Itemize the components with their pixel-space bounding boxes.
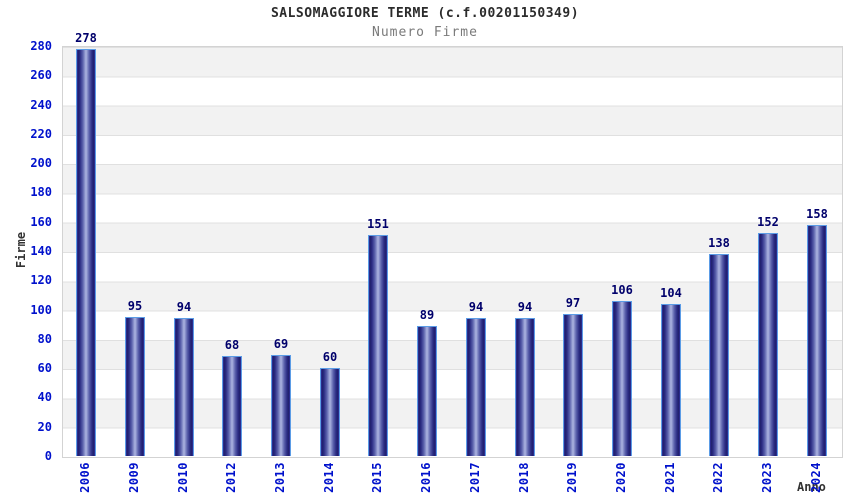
- y-tick-label: 280: [30, 39, 52, 53]
- y-tick-label: 140: [30, 244, 52, 258]
- bar: [515, 318, 535, 456]
- x-tick-label: 2010: [176, 462, 190, 493]
- x-tick-label: 2009: [127, 462, 141, 493]
- y-tick-label: 200: [30, 156, 52, 171]
- y-tick-label: 180: [30, 185, 52, 200]
- x-tick-label: 2024: [809, 462, 823, 493]
- bar: [417, 326, 437, 456]
- chart-title: SALSOMAGGIORE TERME (c.f.00201150349): [270, 6, 580, 21]
- bar-value-label: 97: [565, 296, 581, 310]
- bar: [320, 368, 340, 456]
- bar: [612, 301, 632, 456]
- bar-value-label: 151: [367, 217, 389, 231]
- bar: [125, 317, 145, 456]
- bar: [271, 355, 291, 456]
- y-tick-label: 220: [30, 126, 52, 141]
- x-tick-label: 2019: [565, 462, 579, 493]
- x-tick-label: 2012: [224, 462, 238, 493]
- y-tick-label: 120: [30, 273, 52, 288]
- y-tick-label: 80: [37, 331, 52, 346]
- bar-value-label: 94: [468, 300, 484, 314]
- bar: [174, 318, 194, 456]
- bar: [661, 304, 681, 456]
- y-tick-label: 0: [44, 449, 52, 463]
- chart-subtitle: Numero Firme: [372, 25, 478, 40]
- bar: [368, 235, 388, 456]
- bar-value-label: 89: [419, 308, 435, 322]
- x-tick-label: 2013: [273, 462, 287, 493]
- y-tick-label: 260: [30, 68, 52, 83]
- bar-value-label: 138: [708, 236, 730, 250]
- bar-value-label: 158: [806, 207, 828, 221]
- bar-value-label: 69: [273, 337, 289, 351]
- x-tick-label: 2018: [517, 462, 531, 493]
- bar-value-label: 152: [757, 215, 779, 229]
- bar-value-label: 278: [75, 31, 97, 45]
- bar-value-label: 94: [176, 300, 192, 314]
- bar: [563, 314, 583, 456]
- bar: [466, 318, 486, 456]
- x-tick-label: 2014: [322, 462, 336, 493]
- bar: [807, 225, 827, 456]
- bar-value-label: 106: [611, 283, 633, 297]
- bar: [758, 233, 778, 456]
- x-tick-label: 2016: [419, 462, 433, 493]
- bar-value-label: 60: [322, 350, 338, 364]
- y-tick-label: 60: [37, 361, 52, 376]
- x-tick-label: 2023: [760, 462, 774, 493]
- y-tick-label: 20: [37, 419, 52, 434]
- y-tick-label: 100: [30, 302, 52, 317]
- x-tick-label: 2020: [614, 462, 628, 493]
- y-tick-label: 240: [30, 97, 52, 112]
- bar-value-label: 94: [517, 300, 533, 314]
- x-axis-title: Anno: [797, 480, 826, 494]
- x-tick-label: 2017: [468, 462, 482, 493]
- x-tick-label: 2022: [711, 462, 725, 493]
- y-tick-label: 40: [37, 390, 52, 405]
- bar: [222, 356, 242, 456]
- x-tick-label: 2015: [370, 462, 384, 493]
- bar-value-label: 95: [127, 299, 143, 313]
- y-tick-label: 160: [30, 214, 52, 229]
- x-tick-label: 2006: [78, 462, 92, 493]
- bar-value-label: 68: [224, 338, 240, 352]
- bar-value-label: 104: [660, 286, 682, 300]
- bar: [709, 254, 729, 456]
- bar: [76, 49, 96, 456]
- x-tick-label: 2021: [663, 462, 677, 493]
